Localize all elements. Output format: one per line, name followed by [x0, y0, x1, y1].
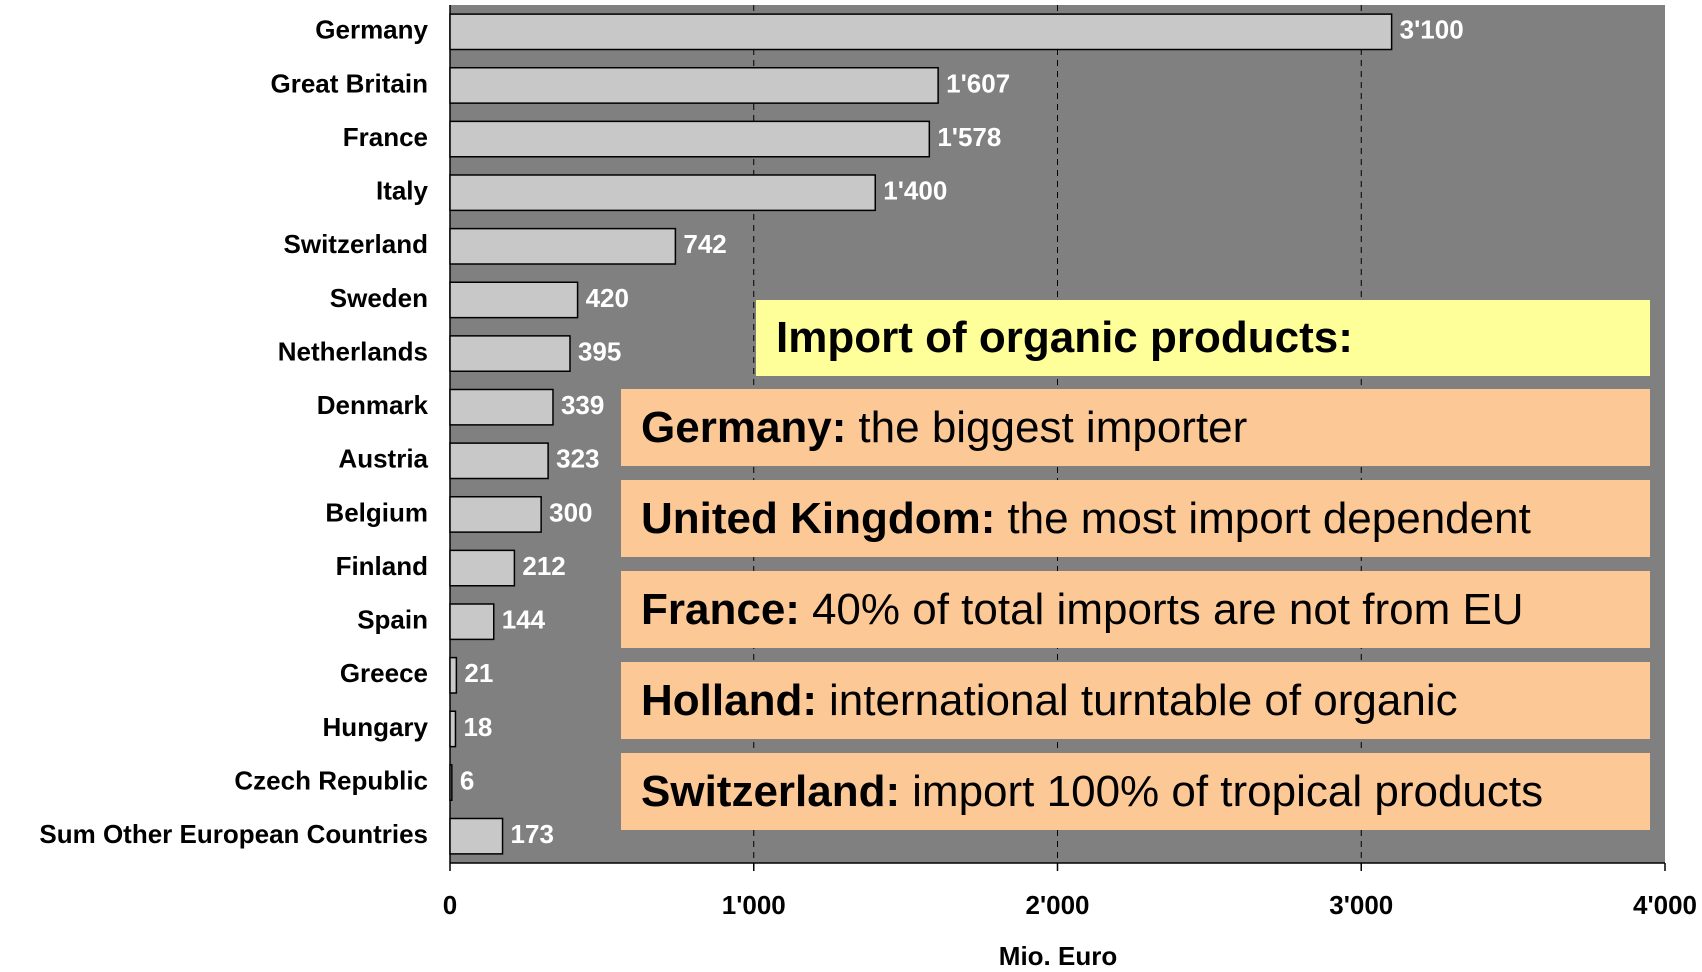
- annotation-text: import 100% of tropical products: [912, 767, 1544, 816]
- bar: [449, 603, 495, 641]
- annotation-text: 40% of total imports are not from EU: [811, 585, 1524, 634]
- bar: [449, 13, 1393, 51]
- bar: [449, 388, 554, 426]
- data-label: 339: [561, 390, 604, 420]
- data-label: 1'607: [946, 68, 1010, 98]
- y-tick-label: Greece: [340, 658, 428, 688]
- bar: [449, 442, 549, 480]
- x-tick-label: 2'000: [1025, 890, 1089, 920]
- data-label: 21: [464, 658, 493, 688]
- annotation-box: Switzerland: import 100% of tropical prod…: [621, 753, 1650, 830]
- annotation-title: Import of organic products:: [756, 300, 1650, 376]
- y-tick-label: Denmark: [317, 390, 429, 420]
- bar: [449, 120, 931, 158]
- x-tick-label: 4'000: [1633, 890, 1697, 920]
- bar: [449, 495, 542, 533]
- data-label: 420: [586, 283, 629, 313]
- y-tick-label: Finland: [336, 551, 428, 581]
- data-label: 395: [578, 336, 621, 366]
- y-tick-label: France: [343, 122, 428, 152]
- annotation-text: the most import dependent: [1007, 494, 1531, 543]
- data-label: 3'100: [1400, 15, 1464, 45]
- data-label: 323: [556, 444, 599, 474]
- data-label: 742: [683, 229, 726, 259]
- bar: [449, 764, 453, 802]
- annotation-box: United Kingdom: the most import dependent: [621, 480, 1650, 557]
- y-tick-label: Belgium: [325, 497, 428, 527]
- y-tick-label: Austria: [338, 444, 428, 474]
- data-label: 144: [502, 605, 546, 635]
- annotation-bold: Germany:: [641, 403, 847, 452]
- y-tick-label: Great Britain: [271, 68, 429, 98]
- bar: [449, 817, 504, 855]
- annotation-box: Holland: international turntable of organ…: [621, 662, 1650, 739]
- y-tick-label: Czech Republic: [234, 765, 428, 795]
- bar: [449, 66, 939, 104]
- annotation-bold: Switzerland:: [641, 767, 901, 816]
- bar: [449, 710, 457, 748]
- x-axis-title: Mio. Euro: [999, 941, 1117, 971]
- y-tick-label: Italy: [376, 176, 429, 206]
- x-tick-label: 3'000: [1329, 890, 1393, 920]
- data-label: 1'400: [883, 176, 947, 206]
- y-tick-label: Germany: [315, 15, 428, 45]
- y-tick-label: Spain: [357, 605, 428, 635]
- bar: [449, 174, 876, 212]
- annotation-bold: France:: [641, 585, 800, 634]
- data-label: 212: [522, 551, 565, 581]
- annotation-box: Germany: the biggest importer: [621, 389, 1650, 466]
- x-tick-label: 0: [443, 890, 457, 920]
- y-tick-label: Hungary: [323, 712, 429, 742]
- y-tick-label: Switzerland: [284, 229, 428, 259]
- y-tick-label: Sum Other European Countries: [39, 819, 428, 849]
- data-label: 300: [549, 497, 592, 527]
- bar: [449, 227, 677, 265]
- annotation-bold: Holland:: [641, 676, 817, 725]
- annotation-bold: United Kingdom:: [641, 494, 996, 543]
- annotation-box: France: 40% of total imports are not from…: [621, 571, 1650, 648]
- annotation-text: international turntable of organic: [828, 676, 1458, 725]
- data-label: 1'578: [937, 122, 1001, 152]
- bar: [449, 656, 458, 694]
- y-tick-label: Netherlands: [278, 336, 428, 366]
- x-tick-label: 1'000: [722, 890, 786, 920]
- bar: [449, 281, 579, 319]
- annotation-text: the biggest importer: [858, 403, 1248, 452]
- bar: [449, 335, 571, 373]
- bar: [449, 549, 516, 587]
- data-label: 6: [460, 765, 474, 795]
- y-tick-label: Sweden: [330, 283, 428, 313]
- data-label: 173: [511, 819, 554, 849]
- data-label: 18: [463, 712, 492, 742]
